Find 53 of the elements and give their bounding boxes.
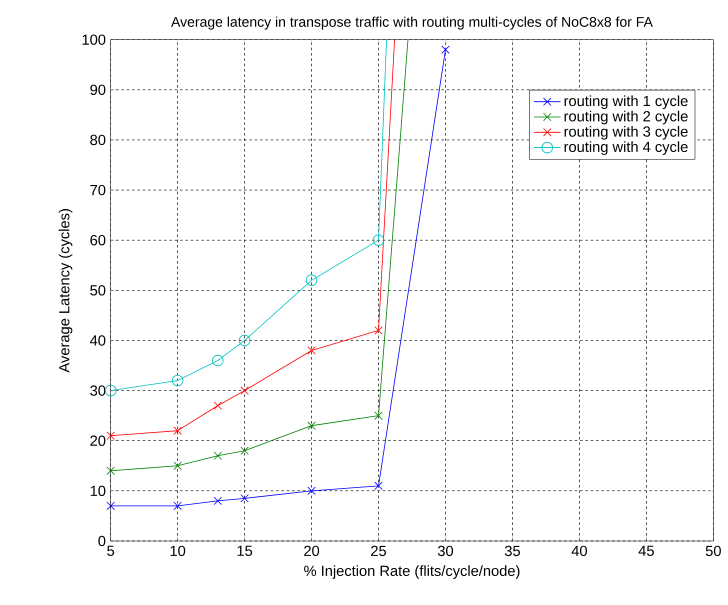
point	[238, 334, 250, 346]
x-tick-label: 45	[638, 546, 654, 556]
x-tick-label: 25	[371, 546, 386, 556]
y-tick-label: 50	[90, 285, 106, 296]
legend-label: routing with 2 cycle	[564, 110, 688, 124]
point	[106, 432, 115, 440]
point	[307, 346, 316, 355]
point	[212, 354, 224, 366]
point	[172, 374, 184, 386]
y-tick-label: 30	[90, 385, 106, 396]
y-tick-label: 10	[90, 486, 106, 496]
point	[240, 494, 249, 503]
y-tick-label: 20	[90, 436, 106, 446]
point	[104, 384, 116, 396]
y-tick-label: 40	[90, 335, 106, 346]
x-axis-title: % Injection Rate (flits/cycle/node)	[304, 565, 520, 579]
x-tick-label: 5	[107, 546, 114, 556]
y-tick-label: 70	[90, 184, 106, 196]
point	[306, 274, 318, 286]
point	[307, 422, 316, 430]
point	[173, 426, 182, 435]
point	[374, 326, 383, 335]
point	[372, 234, 384, 246]
point	[106, 502, 115, 510]
x-tick-label: 10	[170, 546, 186, 556]
point	[374, 411, 383, 420]
y-tick-label: 100	[82, 34, 106, 45]
point	[173, 502, 182, 510]
y-tick-label: 80	[90, 134, 106, 146]
point	[214, 452, 222, 460]
legend-label: routing with 1 cycle	[564, 95, 688, 110]
y-tick-label: 0	[98, 536, 106, 546]
y-axis-title: Average Latency (cycles)	[58, 209, 72, 372]
point	[214, 401, 222, 410]
x-tick-label: 35	[504, 546, 520, 556]
y-tick-label: 60	[90, 235, 106, 246]
chart-title: Average latency in transpose traffic with routing multi-cycles of NoC8x8 for FA	[171, 16, 653, 30]
legend-label: routing with 3 cycle	[564, 126, 688, 140]
x-tick-label: 15	[238, 546, 252, 556]
x-tick-label: 40	[572, 546, 587, 556]
x-tick-label: 30	[438, 546, 454, 556]
y-tick-label: 90	[90, 84, 106, 95]
x-tick-label: 50	[706, 546, 721, 556]
point	[106, 466, 115, 475]
point	[441, 46, 450, 54]
x-tick-label: 20	[304, 546, 320, 556]
point	[307, 486, 316, 496]
point	[240, 386, 249, 395]
legend-label: routing with 4 cycle	[564, 141, 688, 155]
point	[240, 446, 249, 455]
point	[214, 496, 222, 506]
point	[374, 482, 383, 490]
point	[173, 462, 182, 470]
